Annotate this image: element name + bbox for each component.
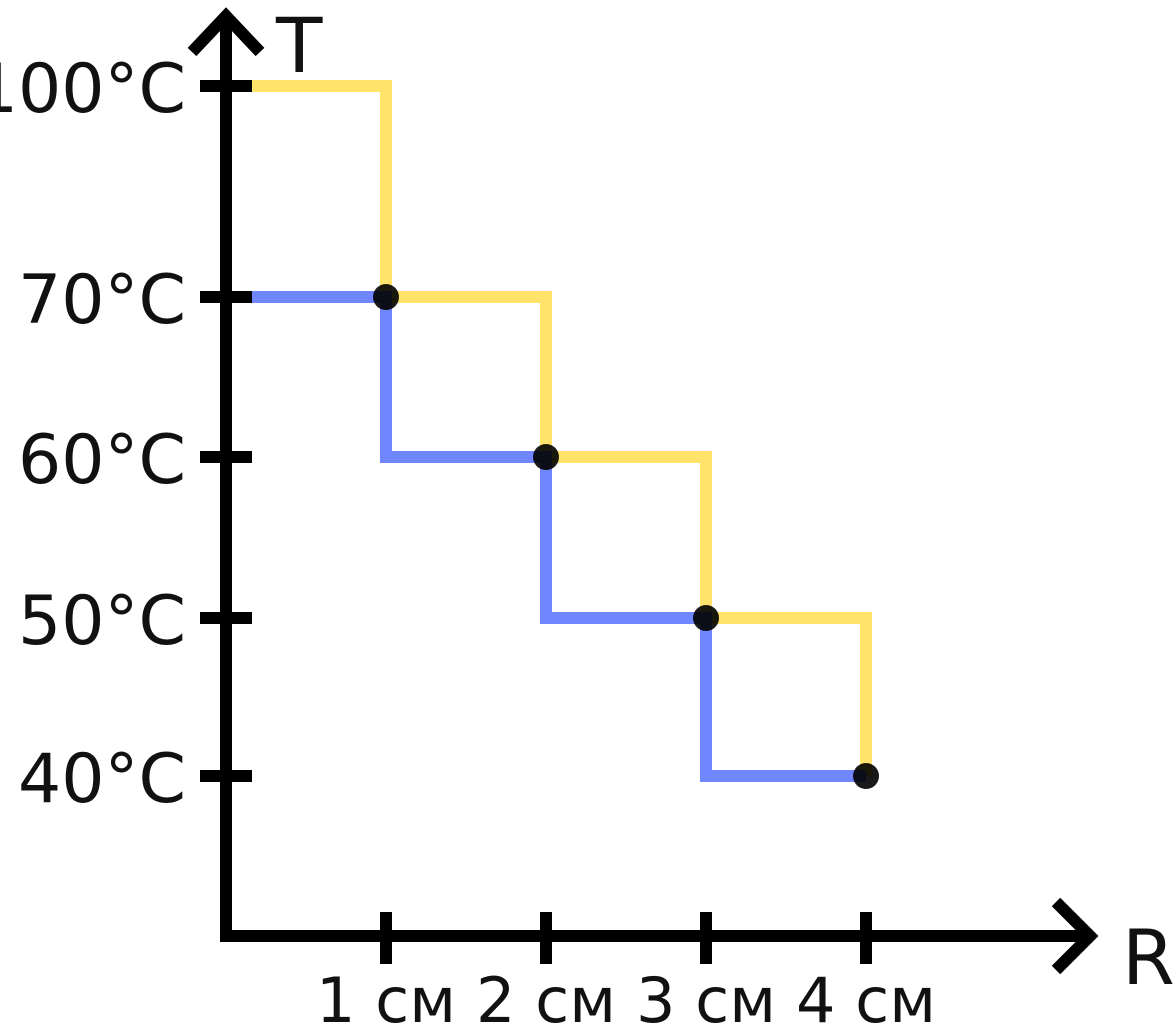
x-axis-label: R [1122, 913, 1175, 1002]
data-point [533, 444, 559, 470]
data-point [853, 763, 879, 789]
markers [373, 284, 879, 789]
x-tick-label: 3 см [636, 964, 776, 1030]
x-tick-label: 2 см [476, 964, 616, 1030]
data-point [373, 284, 399, 310]
y-tick-label: 100°C [0, 50, 186, 129]
series-line-1 [226, 80, 872, 776]
y-axis-label: T [275, 1, 323, 90]
x-axis-arrow [1051, 897, 1099, 975]
series-layer [226, 80, 872, 782]
series-line-2 [226, 291, 866, 782]
y-tick-label: 70°C [18, 261, 186, 340]
x-tick-label: 4 см [796, 964, 936, 1030]
axes: T R [187, 1, 1175, 1002]
y-tick-label: 60°C [18, 421, 186, 500]
y-tick-label: 40°C [18, 740, 186, 819]
y-tick-label: 50°C [18, 582, 186, 661]
data-point [693, 605, 719, 631]
ticks: 1 см 2 см 3 см 4 см 40°C 50°C 60°C 70°C 100°C [0, 50, 936, 1030]
x-tick-label: 1 см [316, 964, 456, 1030]
y-axis-arrow [187, 7, 265, 57]
